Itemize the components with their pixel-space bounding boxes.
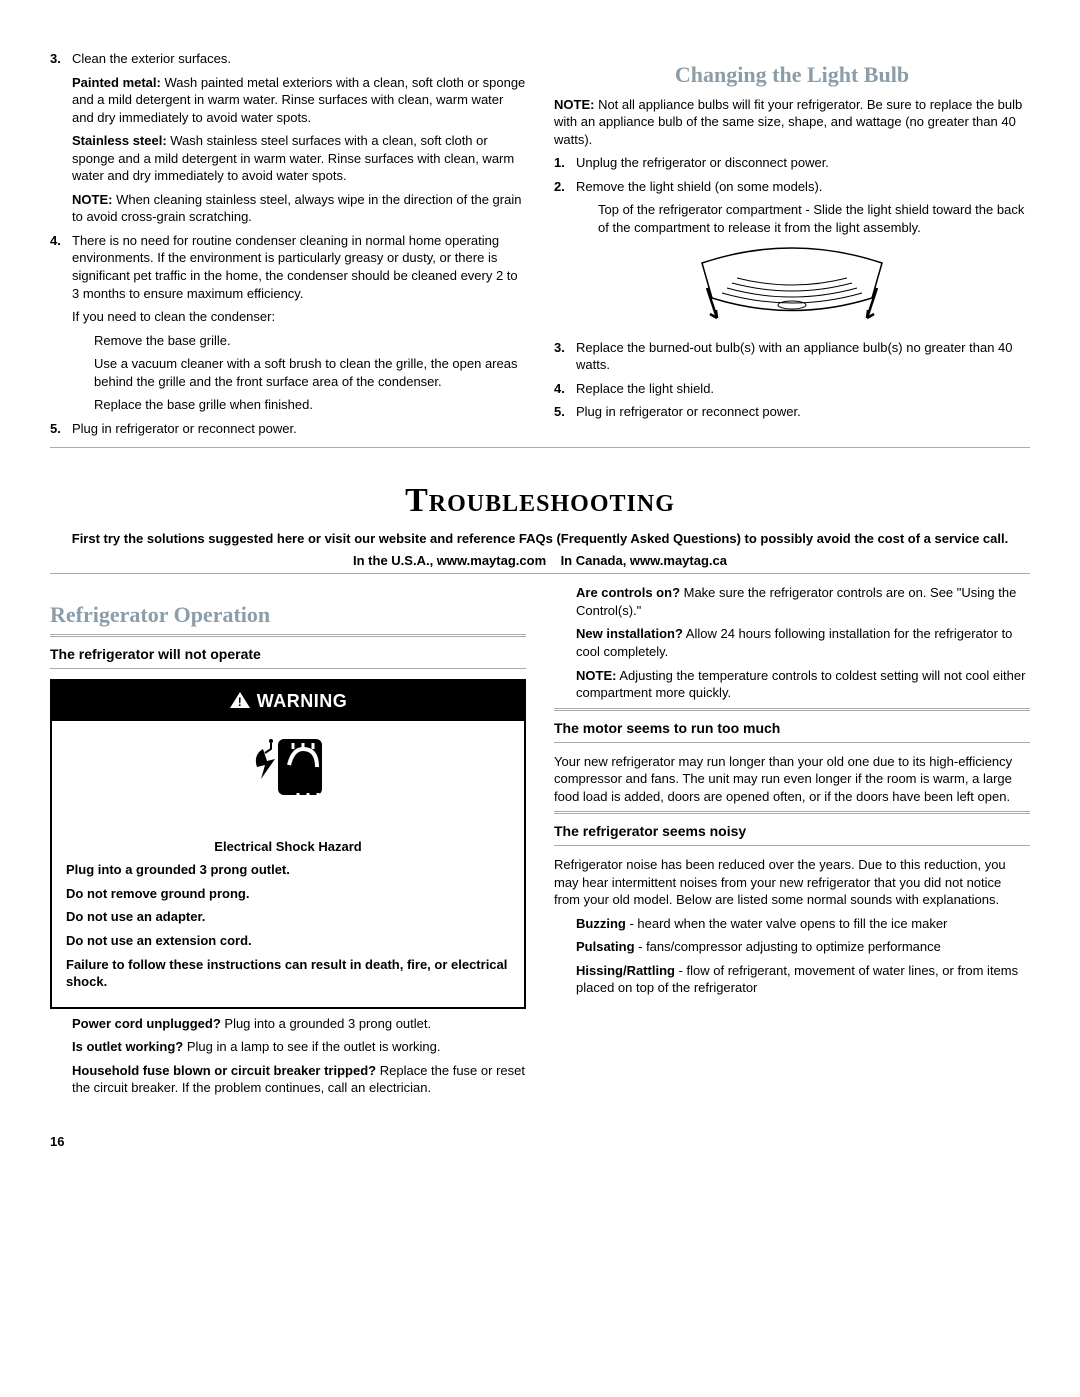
cond-b: Use a vacuum cleaner with a soft brush t… [94,355,526,390]
lower-section: Refrigerator Operation The refrigerator … [50,584,1030,1102]
rule-double [554,708,1030,711]
changing-bulb-heading: Changing the Light Bulb [554,60,1030,90]
warning-triangle-icon: ! [229,691,251,709]
cond-if: If you need to clean the condenser: [72,308,526,326]
warning-bar: ! ⚠ WARNINGWARNING [52,681,524,721]
q-new-install: New installation? Allow 24 hours followi… [576,625,1030,660]
upper-left-col: 3. Clean the exterior surfaces. Painted … [50,50,526,443]
step-num: 4. [50,232,72,302]
topic-motor: The motor seems to run too much [554,719,1030,738]
bulb-s1: 1.Unplug the refrigerator or disconnect … [554,154,1030,172]
rule [50,447,1030,448]
intro-line-2: In the U.S.A., www.maytag.com In Canada,… [50,552,1030,570]
step-4: 4. There is no need for routine condense… [50,232,526,302]
svg-text:!: ! [238,695,243,709]
bulb-s4: 4.Replace the light shield. [554,380,1030,398]
noise-hissing: Hissing/Rattling - flow of refrigerant, … [576,962,1030,997]
upper-section: 3. Clean the exterior surfaces. Painted … [50,50,1030,443]
q-power-cord: Power cord unplugged? Plug into a ground… [72,1015,526,1033]
note-label: NOTE: [72,192,112,207]
step-num: 5. [50,420,72,438]
rule-double [50,634,526,637]
bulb-s3: 3.Replace the burned-out bulb(s) with an… [554,339,1030,374]
stainless-label: Stainless steel: [72,133,167,148]
q-controls: Are controls on? Make sure the refrigera… [576,584,1030,619]
cond-a: Remove the base grille. [94,332,526,350]
topic-not-operate: The refrigerator will not operate [50,645,526,664]
troubleshooting-title: Troubleshooting [50,478,1030,524]
step-5: 5. Plug in refrigerator or reconnect pow… [50,420,526,438]
warning-box: ! ⚠ WARNINGWARNING Electrical Shock Haza… [50,679,526,1009]
shock-icon [52,721,524,826]
step-text: There is no need for routine condenser c… [72,232,526,302]
refrigerator-operation-heading: Refrigerator Operation [50,600,526,630]
painted-label: Painted metal: [72,75,161,90]
painted-para: Painted metal: Wash painted metal exteri… [72,74,526,127]
lower-left-col: Refrigerator Operation The refrigerator … [50,584,526,1102]
rule-double [554,811,1030,814]
stainless-para: Stainless steel: Wash stainless steel su… [72,132,526,185]
noisy-text: Refrigerator noise has been reduced over… [554,856,1030,909]
topic-noisy: The refrigerator seems noisy [554,822,1030,841]
bulb-s2: 2.Remove the light shield (on some model… [554,178,1030,196]
upper-right-col: Changing the Light Bulb NOTE: Not all ap… [554,50,1030,443]
warn-l5: Failure to follow these instructions can… [66,956,510,991]
lower-right-col: Are controls on? Make sure the refrigera… [554,584,1030,1102]
step-text: Plug in refrigerator or reconnect power. [72,420,526,438]
light-shield-illustration [672,243,912,333]
motor-text: Your new refrigerator may run longer tha… [554,753,1030,806]
q-note: NOTE: Adjusting the temperature controls… [576,667,1030,702]
noise-pulsating: Pulsating - fans/compressor adjusting to… [576,938,1030,956]
warn-l1: Plug into a grounded 3 prong outlet. [66,861,510,879]
bulb-note-text: Not all appliance bulbs will fit your re… [554,97,1022,147]
step-num: 3. [50,50,72,68]
step-text: Clean the exterior surfaces. [72,50,526,68]
q-fuse: Household fuse blown or circuit breaker … [72,1062,526,1097]
note-text: When cleaning stainless steel, always wi… [72,192,521,225]
noise-buzzing: Buzzing - heard when the water valve ope… [576,915,1030,933]
rule [554,742,1030,743]
rule [50,573,1030,574]
rule [554,845,1030,846]
warn-l4: Do not use an extension cord. [66,932,510,950]
rule [50,668,526,669]
warn-l2: Do not remove ground prong. [66,885,510,903]
warn-l3: Do not use an adapter. [66,908,510,926]
cond-c: Replace the base grille when finished. [94,396,526,414]
bulb-s2-sub: Top of the refrigerator compartment - Sl… [598,201,1030,236]
bulb-s5: 5.Plug in refrigerator or reconnect powe… [554,403,1030,421]
bulb-note: NOTE: Not all appliance bulbs will fit y… [554,96,1030,149]
note-para: NOTE: When cleaning stainless steel, alw… [72,191,526,226]
bulb-note-label: NOTE: [554,97,594,112]
warn-title: Electrical Shock Hazard [66,838,510,856]
intro-line-1: First try the solutions suggested here o… [50,530,1030,548]
warning-body: Electrical Shock Hazard Plug into a grou… [52,826,524,1007]
step-3: 3. Clean the exterior surfaces. [50,50,526,68]
q-outlet: Is outlet working? Plug in a lamp to see… [72,1038,526,1056]
page-number: 16 [50,1133,1030,1151]
